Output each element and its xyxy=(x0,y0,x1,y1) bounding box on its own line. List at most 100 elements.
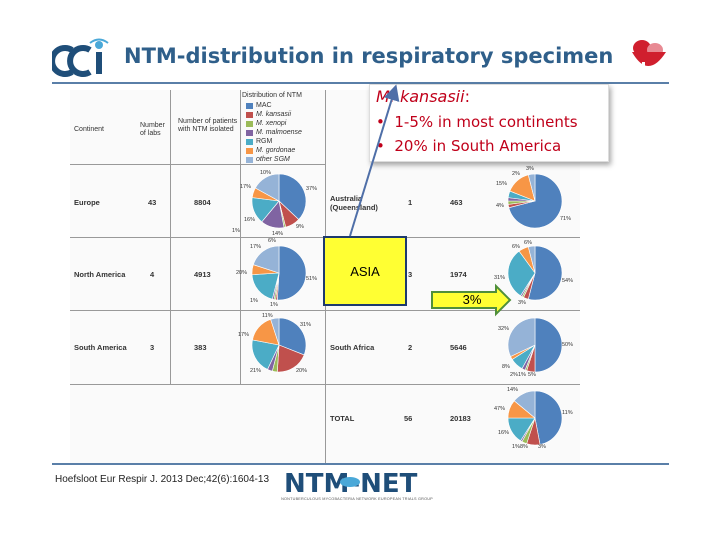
pie-slice xyxy=(278,317,307,356)
pie-slice xyxy=(270,317,280,346)
pie-percent: 11% xyxy=(562,410,573,416)
pie-percent: 14% xyxy=(272,231,284,237)
row-continent: South Africa xyxy=(330,343,375,352)
header-divider xyxy=(52,82,669,84)
row-continent: Europe xyxy=(74,198,100,207)
row-continent: South America xyxy=(74,343,127,352)
pie-percent: 4% xyxy=(496,203,504,209)
pie-percent: 3% xyxy=(518,300,526,306)
row-continent: TOTAL xyxy=(330,414,355,423)
pie-percent: 20% xyxy=(236,270,248,276)
kansasii-title: M. kansasii: xyxy=(376,87,470,106)
col-labs: Number of labs xyxy=(140,122,165,137)
pie-slice xyxy=(254,173,280,202)
legend-item: MAC xyxy=(246,101,302,110)
row-patients: 383 xyxy=(194,343,207,352)
row-patients: 463 xyxy=(450,198,463,207)
legend-label: M. xenopi xyxy=(256,120,287,127)
row-patients: 5646 xyxy=(450,343,467,352)
pie-percent: 16% xyxy=(244,217,256,223)
legend-swatch xyxy=(246,111,253,118)
pie-slice xyxy=(507,250,536,297)
pie-slice xyxy=(276,245,307,301)
pie-percent: 31% xyxy=(300,322,312,328)
pie-percent: 1% xyxy=(232,228,240,234)
row-labs: 4 xyxy=(150,270,155,279)
row-labs: 3 xyxy=(408,270,413,279)
legend-swatch xyxy=(246,156,253,163)
pie-percent: 14% xyxy=(507,387,519,393)
pie-percent: 8% xyxy=(502,364,510,370)
kansasii-species: M. kansasii xyxy=(376,87,465,106)
pie-percent: 17% xyxy=(240,184,252,190)
legend-item: M. gordonae xyxy=(246,146,302,155)
pie-percent: 2% xyxy=(510,372,518,378)
row-patients: 8804 xyxy=(194,198,211,207)
pie-slice xyxy=(527,173,536,202)
pie-percent: 54% xyxy=(562,278,574,284)
pie-percent: 17% xyxy=(250,244,262,250)
pie-percent: 15% xyxy=(496,181,508,187)
asia-highlight-box: ASIA xyxy=(323,236,407,306)
row-labs: 56 xyxy=(404,414,413,423)
pie-percent: 37% xyxy=(306,186,318,192)
pie-percent: 11% xyxy=(262,313,273,319)
pie-percent: 8% xyxy=(520,444,528,450)
kansasii-bullet: • 20% in South America xyxy=(376,137,562,155)
pie-percent: 17% xyxy=(238,332,250,338)
legend-label: RGM xyxy=(256,138,273,145)
legend-label: M. gordonae xyxy=(256,147,296,154)
row-patients: 4913 xyxy=(194,270,211,279)
pie-percent: 3% xyxy=(526,166,534,172)
row-continent: North America xyxy=(74,270,126,279)
pie-percent: 10% xyxy=(260,170,272,176)
kansasii-colon: : xyxy=(464,87,470,106)
citation: Hoefsloot Eur Respir J. 2013 Dec;42(6):1… xyxy=(55,474,270,485)
pie-slice xyxy=(508,173,563,229)
pie-percent: 6% xyxy=(512,244,520,250)
pie-percent: 1% xyxy=(518,372,526,378)
legend-item: other SGM xyxy=(246,155,302,164)
legend-label: M. kansasii xyxy=(256,111,292,118)
legend-swatch xyxy=(246,147,253,154)
svg-text:f: f xyxy=(646,63,654,82)
cci-logo xyxy=(49,38,110,80)
legend-item: M. malmoense xyxy=(246,128,302,137)
kansasii-bullet: • 1-5% in most continents xyxy=(376,113,578,131)
kansasii-callout xyxy=(369,84,609,162)
row-labs: 1 xyxy=(408,198,413,207)
pie-percent: 21% xyxy=(250,368,262,374)
col-distribution: Distribution of NTM xyxy=(242,92,302,99)
pie-percent: 16% xyxy=(498,430,510,436)
arrow-3pct-label: 3% xyxy=(462,292,482,307)
pie-percent: 6% xyxy=(268,238,276,244)
col-patients: Number of patients with NTM isolated xyxy=(178,118,238,133)
pie-percent: 47% xyxy=(494,406,506,412)
row-patients: 20183 xyxy=(450,414,471,423)
bullet-text: 20% in South America xyxy=(394,137,562,155)
pie-percent: 5% xyxy=(528,372,536,378)
pie-slice xyxy=(527,245,563,301)
legend-label: MAC xyxy=(256,102,272,109)
legend-swatch xyxy=(246,102,253,109)
pie-slice xyxy=(507,317,536,357)
row-labs: 3 xyxy=(150,343,155,352)
pie-percent: 50% xyxy=(562,342,574,348)
col-continent: Continent xyxy=(74,126,104,133)
bullet-text: 1-5% in most continents xyxy=(394,113,578,131)
row-patients: 1974 xyxy=(450,270,467,279)
pie-slice xyxy=(278,173,307,220)
legend-swatch xyxy=(246,129,253,136)
pie-slice xyxy=(252,245,280,274)
legend-item: M. xenopi xyxy=(246,119,302,128)
ntm-net-logo: NTM-NET xyxy=(282,467,432,499)
pie-percent: 71% xyxy=(560,216,572,222)
legend-label: M. malmoense xyxy=(256,129,302,136)
legend: MAC M. kansasii M. xenopi M. malmoense R… xyxy=(246,101,302,164)
pie-slice xyxy=(534,390,563,445)
pie-percent: 32% xyxy=(498,326,510,332)
pie-percent: 3% xyxy=(538,444,546,450)
if-logo: f xyxy=(628,36,670,82)
legend-item: RGM xyxy=(246,137,302,146)
